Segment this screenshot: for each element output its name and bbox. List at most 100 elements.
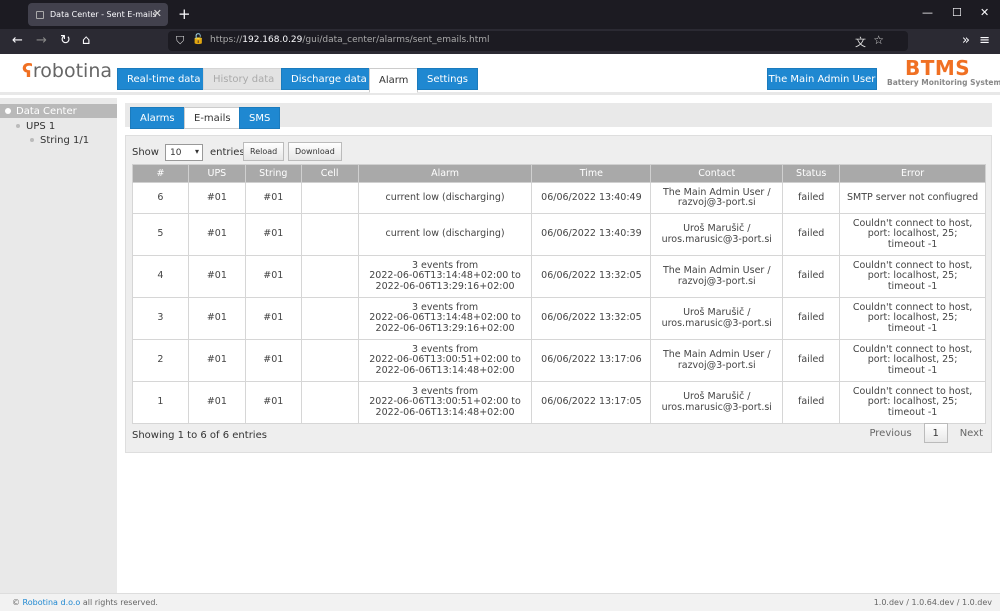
- cell-status: failed: [782, 213, 841, 256]
- header-cell[interactable]: Cell: [300, 164, 359, 183]
- new-tab-icon[interactable]: +: [178, 5, 191, 23]
- cell-line: timeout -1: [887, 406, 938, 418]
- company-link[interactable]: Robotina d.o.o: [22, 598, 81, 607]
- cell-cell: [300, 297, 359, 340]
- header-num[interactable]: #: [132, 164, 189, 183]
- entries-select[interactable]: 10 ▾: [164, 144, 203, 161]
- cell-line: timeout -1: [887, 280, 938, 292]
- maximize-icon[interactable]: ☐: [952, 6, 962, 19]
- cell-line: port: localhost, 25;: [867, 270, 958, 282]
- cell-ups: #01: [187, 213, 246, 256]
- tree-node-icon: [5, 108, 11, 114]
- tab-history-data[interactable]: History data: [203, 68, 285, 90]
- cell-line: 2022-06-06T13:00:51+02:00 to: [369, 396, 521, 408]
- cell-line: The Main Admin User /: [662, 349, 771, 360]
- cell-contact: The Main Admin User / razvoj@3-port.si: [650, 255, 784, 298]
- lock-icon[interactable]: 🔓: [192, 34, 205, 45]
- header-ups[interactable]: UPS: [187, 164, 246, 183]
- tree-bullet-icon: [16, 124, 20, 128]
- page-favicon-icon: [36, 10, 44, 19]
- reload-icon[interactable]: ↻: [60, 33, 71, 48]
- url-text[interactable]: https://192.168.0.29/gui/data_center/ala…: [210, 35, 490, 45]
- cell-line: port: localhost, 25;: [867, 396, 958, 408]
- tab-real-time-data[interactable]: Real-time data: [117, 68, 211, 90]
- header-string[interactable]: String: [244, 164, 302, 183]
- cell-status: failed: [782, 255, 841, 298]
- cell-line: current low (discharging): [385, 191, 505, 203]
- tree-bullet-icon: [30, 138, 34, 142]
- header-time[interactable]: Time: [531, 164, 652, 183]
- version-info: 1.0.dev / 1.0.64.dev / 1.0.dev: [873, 598, 992, 607]
- home-icon[interactable]: ⌂: [82, 33, 91, 48]
- url-bar[interactable]: ⛉ 🔓 https://192.168.0.29/gui/data_center…: [168, 31, 908, 51]
- subtab-emails[interactable]: E-mails: [184, 107, 241, 129]
- cell-line: 2022-06-06T13:29:16+02:00: [375, 322, 515, 334]
- cell-error: Couldn't connect to host, port: localhost…: [839, 255, 986, 298]
- translate-icon[interactable]: 文: [855, 36, 866, 49]
- tab-discharge-data[interactable]: Discharge data: [281, 68, 377, 90]
- subtab-sms[interactable]: SMS: [239, 107, 281, 129]
- user-menu-button[interactable]: The Main Admin User: [767, 68, 877, 90]
- tree-item-ups-1[interactable]: UPS 1: [0, 118, 117, 134]
- cell-time: 06/06/2022 13:40:39: [531, 213, 652, 256]
- cell-time: 06/06/2022 13:40:49: [531, 182, 652, 214]
- cell-line: 2022-06-06T13:14:48+02:00 to: [369, 270, 521, 282]
- cell-ups: #01: [187, 381, 246, 424]
- cell-error: SMTP server not confiugred: [839, 182, 986, 214]
- bookmark-star-icon[interactable]: ☆: [873, 33, 884, 47]
- cell-line: timeout -1: [887, 238, 938, 250]
- menu-icon[interactable]: ≡: [979, 33, 990, 48]
- cell-alarm: 3 events from 2022-06-06T13:00:51+02:00 t…: [357, 339, 533, 382]
- cell-cell: [300, 255, 359, 298]
- tab-settings[interactable]: Settings: [417, 68, 479, 90]
- previous-page-button[interactable]: Previous: [869, 427, 912, 439]
- cell-status: failed: [782, 381, 841, 424]
- robotina-logo[interactable]: ʕrobotina: [22, 60, 113, 82]
- header-alarm[interactable]: Alarm: [357, 164, 533, 183]
- cell-line: 3 events from: [411, 259, 479, 271]
- cell-line: Couldn't connect to host,: [852, 343, 973, 355]
- close-window-icon[interactable]: ✕: [980, 6, 990, 19]
- cell-ups: #01: [187, 182, 246, 214]
- cell-line: timeout -1: [887, 322, 938, 334]
- tree-item-string-1[interactable]: String 1/1: [0, 132, 117, 148]
- minimize-icon[interactable]: —: [922, 6, 933, 19]
- cell-line: Couldn't connect to host,: [852, 385, 973, 397]
- cell-line: 2022-06-06T13:29:16+02:00: [375, 280, 515, 292]
- cell-line: 3 events from: [411, 343, 479, 355]
- back-icon[interactable]: ←: [12, 33, 23, 48]
- cell-contact: Uroš Marušič / uros.marusic@3-port.si: [650, 381, 784, 424]
- cell-contact: Uroš Marušič / uros.marusic@3-port.si: [650, 213, 784, 256]
- sent-emails-table: # UPS String Cell Alarm Time Contact Sta…: [132, 164, 986, 424]
- cell-string: #01: [244, 339, 302, 382]
- cell-string: #01: [244, 182, 302, 214]
- overflow-icon[interactable]: »: [962, 33, 970, 48]
- table-info: Showing 1 to 6 of 6 entries: [132, 430, 267, 441]
- page-1-button[interactable]: 1: [923, 423, 948, 443]
- tab-alarm[interactable]: Alarm: [369, 68, 419, 93]
- cell-time: 06/06/2022 13:17:05: [531, 381, 652, 424]
- forward-icon[interactable]: →: [36, 33, 47, 48]
- btms-logo: BTMS Battery Monitoring System: [887, 56, 1000, 87]
- emails-panel: Show 10 ▾ entries Reload Download # UPS S…: [125, 135, 992, 453]
- download-button[interactable]: Download: [288, 142, 342, 161]
- table-row: 5 #01 #01 current low (discharging) 06/06/20…: [132, 213, 986, 256]
- header-status[interactable]: Status: [782, 164, 841, 183]
- shield-icon[interactable]: ⛉: [176, 34, 185, 47]
- browser-tab[interactable]: Data Center - Sent E-mails ✕: [28, 3, 168, 26]
- browser-navbar: ← → ↻ ⌂ ⛉ 🔓 https://192.168.0.29/gui/dat…: [0, 29, 1000, 54]
- cell-line: 2022-06-06T13:14:48+02:00 to: [369, 312, 521, 324]
- header-contact[interactable]: Contact: [650, 164, 784, 183]
- subtab-alarms[interactable]: Alarms: [130, 107, 185, 129]
- cell-line: razvoj@3-port.si: [677, 197, 756, 208]
- reload-button[interactable]: Reload: [243, 142, 285, 161]
- cell-alarm: current low (discharging): [357, 182, 533, 214]
- close-tab-icon[interactable]: ✕: [152, 7, 162, 20]
- header-error[interactable]: Error: [839, 164, 986, 183]
- page-footer: © Robotina d.o.o all rights reserved. 1.…: [0, 593, 1000, 611]
- next-page-button[interactable]: Next: [959, 427, 983, 439]
- table-row: 1 #01 #01 3 events from 2022-06-06T13:00:51+…: [132, 381, 986, 424]
- cell-line: Uroš Marušič /: [683, 391, 751, 402]
- tree-item-data-center[interactable]: Data Center: [0, 104, 117, 118]
- cell-contact: The Main Admin User / razvoj@3-port.si: [650, 182, 784, 214]
